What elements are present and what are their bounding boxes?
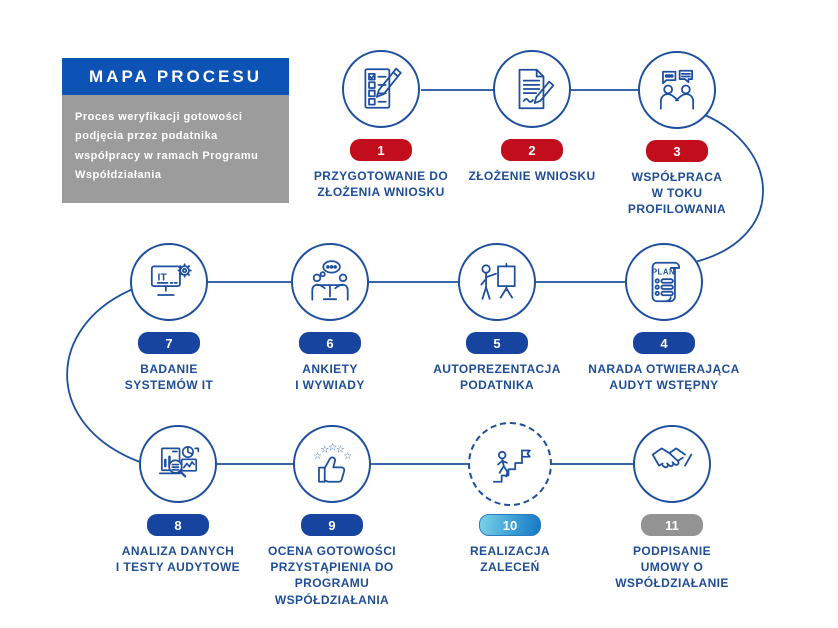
- svg-text:☆: ☆: [320, 445, 329, 456]
- stairs-flag-icon: [492, 449, 531, 483]
- step-icon-circle: [139, 425, 217, 503]
- step-label: ANKIETY I WYWIADY: [295, 362, 365, 393]
- step-label: BADANIE SYSTEMÓW IT: [124, 362, 214, 393]
- svg-text:☆: ☆: [313, 451, 321, 461]
- step-label: NARADA OTWIERAJĄCA AUDYT WSTĘPNY: [588, 362, 740, 393]
- process-step-5: 5 AUTOPREZENTACJA PODATNIKA: [407, 243, 587, 393]
- step-number-badge: 1: [350, 139, 412, 161]
- step-icon-circle: [638, 51, 716, 129]
- process-step-11: 11 PODPISANIE UMOWY O WSPÓŁDZIAŁANIE: [582, 425, 762, 592]
- process-step-1: 1 PRZYGOTOWANIE DO ZŁOŻENIA WNIOSKU: [291, 50, 471, 200]
- step-number-badge: 11: [641, 514, 703, 536]
- step-label: ZŁOŻENIE WNIOSKU: [468, 169, 596, 183]
- step-icon-circle: [291, 243, 369, 321]
- step-label: ANALIZA DANYCH I TESTY AUDYTOWE: [115, 544, 241, 575]
- step-label: WSPÓŁPRACA W TOKU PROFILOWANIA: [627, 170, 727, 217]
- step-number-badge: 6: [299, 332, 361, 354]
- step-icon-circle-dashed: [468, 422, 552, 506]
- process-step-7: IT 7 BADANIE SYSTEMÓW IT: [79, 243, 259, 393]
- process-step-8: 8 ANALIZA DANYCH I TESTY AUDYTOWE: [88, 425, 268, 575]
- process-step-2: 2 ZŁOŻENIE WNIOSKU: [442, 50, 622, 184]
- step-number-badge: 7: [138, 332, 200, 354]
- plan-scroll-icon: PLAN: [651, 261, 680, 303]
- process-step-3: 3 WSPÓŁPRACA W TOKU PROFILOWANIA: [587, 51, 767, 218]
- step-number-badge: 3: [646, 140, 708, 162]
- checklist-pen-icon: [364, 67, 402, 109]
- step-number-badge: 2: [501, 139, 563, 161]
- interview-icon: [311, 260, 349, 301]
- step-label: PODPISANIE UMOWY O WSPÓŁDZIAŁANIE: [615, 544, 729, 591]
- step-number-badge: 9: [301, 514, 363, 536]
- connector-7-8-arc: [66, 288, 141, 463]
- svg-text:☆: ☆: [328, 442, 337, 453]
- step-icon-circle: [342, 50, 420, 128]
- step-label: PRZYGOTOWANIE DO ZŁOŻENIA WNIOSKU: [313, 169, 449, 200]
- svg-text:PLAN: PLAN: [652, 268, 675, 277]
- it-systems-icon: IT: [150, 263, 192, 296]
- step-number-badge: 10: [479, 514, 541, 536]
- step-icon-circle: IT: [130, 243, 208, 321]
- rating-thumbs-up-icon: ☆ ☆ ☆ ☆ ☆: [313, 442, 352, 483]
- step-number-badge: 5: [466, 332, 528, 354]
- document-pen-icon: [518, 68, 555, 110]
- connector-3-4-arc: [694, 114, 764, 263]
- step-label: REALIZACJA ZALECEŃ: [469, 544, 550, 575]
- step-icon-circle: [493, 50, 571, 128]
- step-icon-circle: ☆ ☆ ☆ ☆ ☆: [293, 425, 371, 503]
- page-title: MAPA PROCESU: [62, 58, 289, 95]
- step-icon-circle: [633, 425, 711, 503]
- process-step-4: PLAN 4 NARADA OTWIERAJĄCA AUDYT WSTĘPNY: [574, 243, 754, 393]
- svg-text:☆: ☆: [343, 451, 351, 461]
- process-step-10: 10 REALIZACJA ZALECEŃ: [420, 422, 600, 575]
- step-icon-circle: PLAN: [625, 243, 703, 321]
- process-step-6: 6 ANKIETY I WYWIADY: [240, 243, 420, 393]
- svg-text:IT: IT: [158, 272, 168, 283]
- info-box: MAPA PROCESU Proces weryfikacji gotowośc…: [62, 58, 289, 203]
- presentation-icon: [480, 262, 516, 300]
- data-analysis-icon: [158, 445, 200, 478]
- process-step-9: ☆ ☆ ☆ ☆ ☆ 9 OCENA GOTOWOŚCI PRZYSTĄPIENI…: [242, 425, 422, 608]
- step-label: OCENA GOTOWOŚCI PRZYSTĄPIENIA DO PROGRAM…: [267, 544, 396, 607]
- handshake-icon: [651, 447, 693, 469]
- process-description: Proces weryfikacji gotowości podjęcia pr…: [62, 95, 289, 203]
- step-icon-circle: [458, 243, 536, 321]
- svg-text:☆: ☆: [336, 445, 345, 456]
- conversation-icon: [659, 69, 695, 110]
- step-number-badge: 8: [147, 514, 209, 536]
- step-label: AUTOPREZENTACJA PODATNIKA: [433, 362, 561, 393]
- step-number-badge: 4: [633, 332, 695, 354]
